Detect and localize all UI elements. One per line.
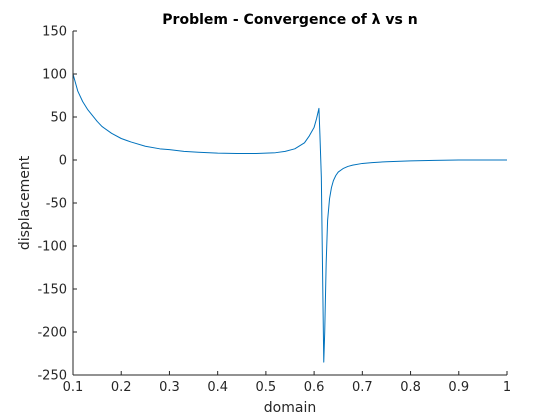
x-tick-label: 0.1	[63, 380, 84, 395]
y-tick-label: 100	[42, 68, 67, 83]
x-tick-label: 0.5	[256, 380, 277, 395]
x-tick-label: 0.7	[352, 380, 373, 395]
y-axis-label: displacement	[17, 155, 33, 250]
x-tick-label: 0.6	[304, 380, 325, 395]
x-tick-label: 0.9	[448, 380, 469, 395]
ticks-layer: 0.1 0.2 0.3 0.4 0.5 0.6 0.7 0.8 0.9 1 150 100 50 0 -50…	[37, 25, 511, 396]
y-tick-label: -200	[37, 326, 67, 341]
series-line	[72, 73, 507, 363]
x-tick-label: 0.3	[159, 380, 180, 395]
y-tick-label: -100	[37, 240, 67, 255]
y-tick-label: -50	[46, 197, 67, 212]
y-tick-label: 50	[50, 111, 67, 126]
x-tick-label: 0.4	[207, 380, 228, 395]
y-tick-label: -250	[37, 369, 67, 384]
x-tick-label: 0.2	[111, 380, 132, 395]
x-axis-label: domain	[264, 400, 316, 416]
y-tick-label: 0	[59, 154, 67, 169]
y-tick-label: -150	[37, 283, 67, 298]
x-tick-label: 0.8	[400, 380, 421, 395]
chart-title: Problem - Convergence of λ vs n	[162, 12, 417, 28]
series-layer	[72, 73, 507, 363]
y-tick-label: 150	[42, 25, 67, 40]
x-tick-label: 1	[503, 380, 511, 395]
plot-area	[73, 31, 507, 375]
